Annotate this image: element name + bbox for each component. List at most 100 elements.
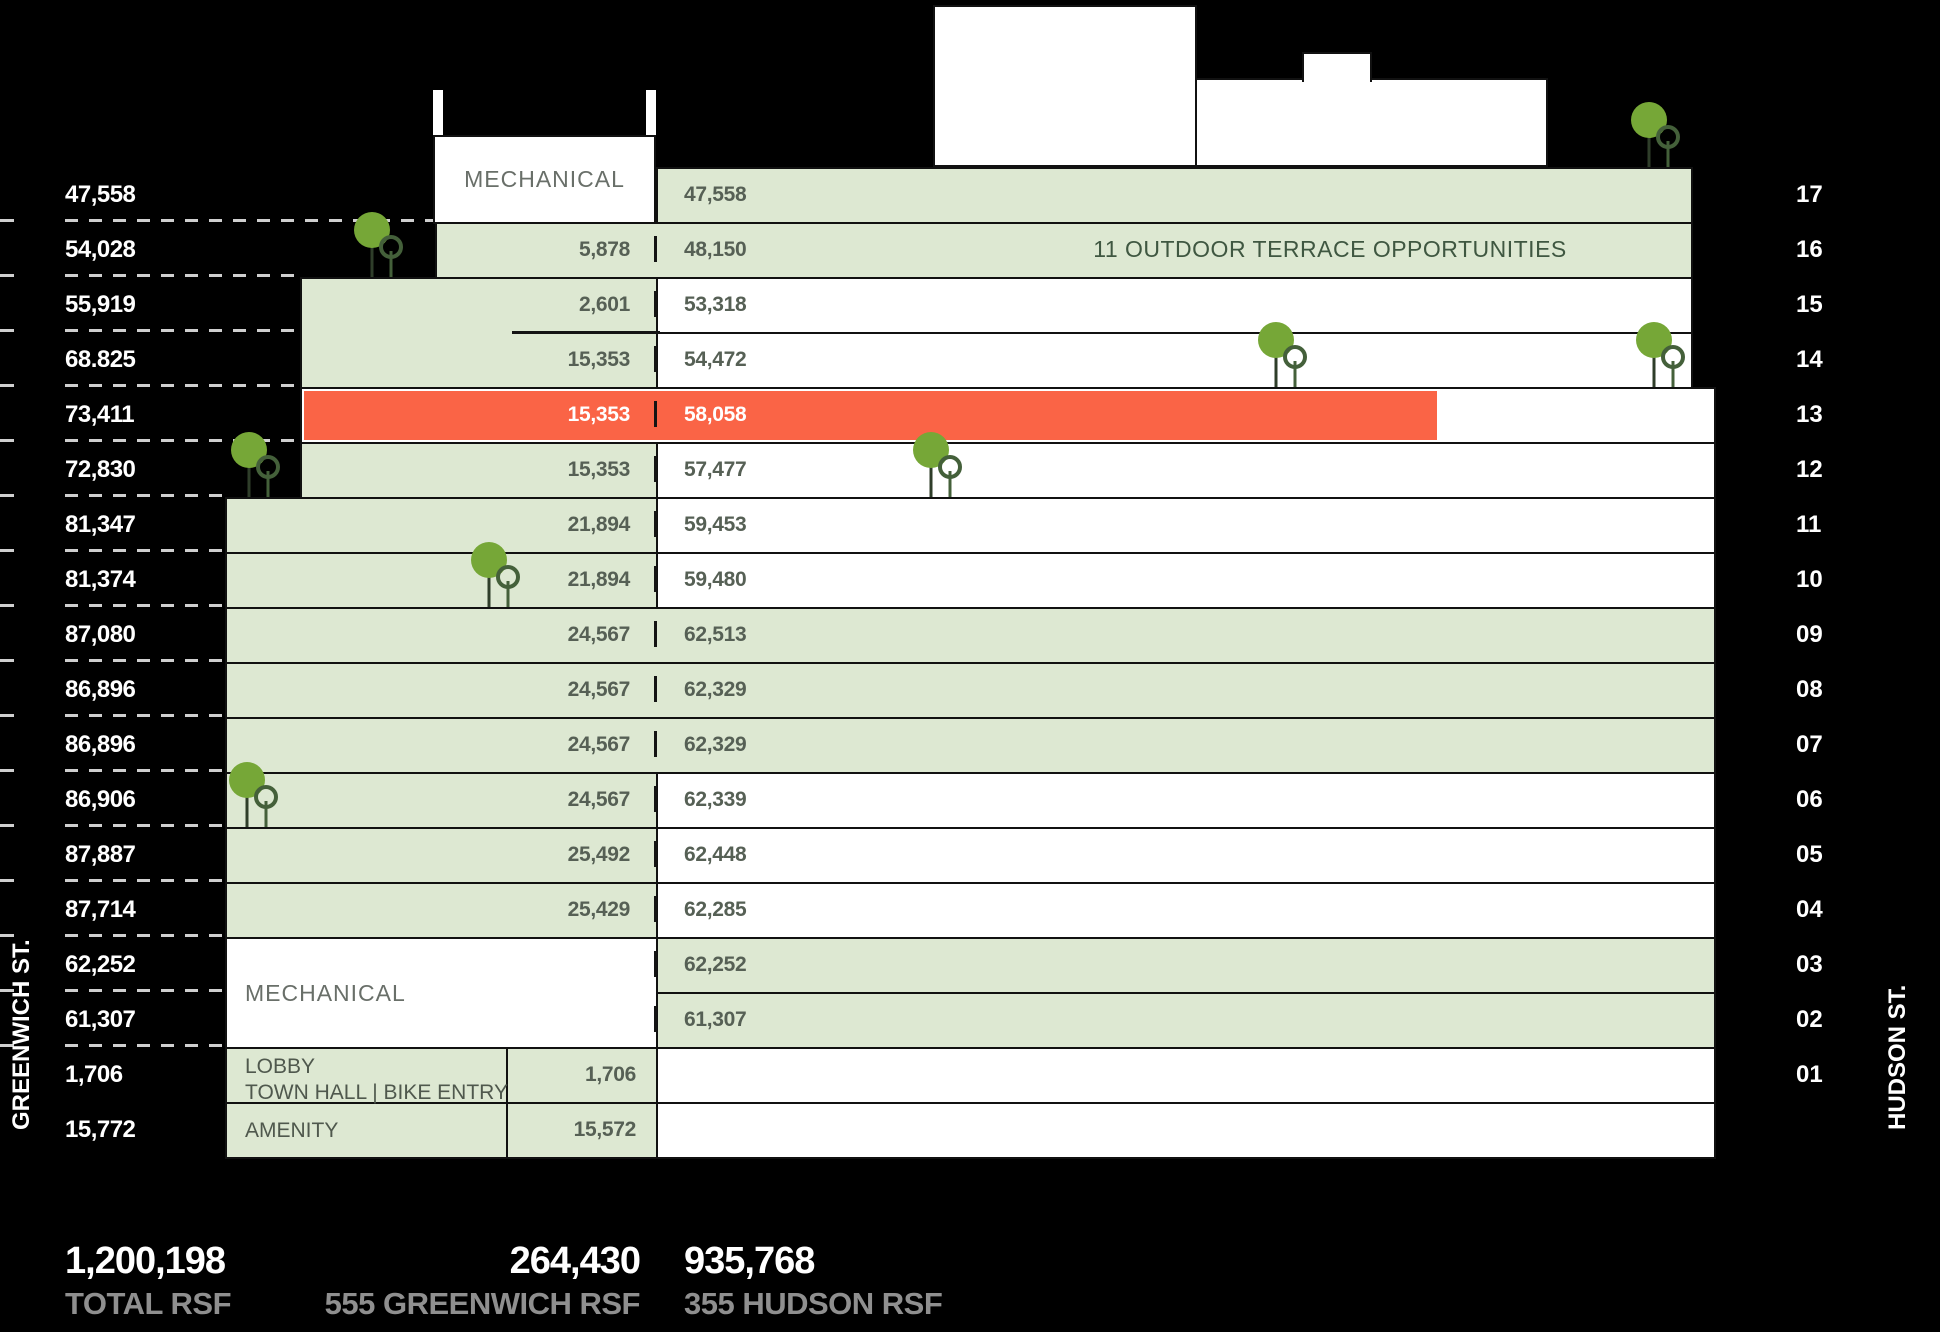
mechanical-low-box[interactable] [225,937,658,1049]
edge-tick [0,879,14,882]
floor-number: 02 [1796,1006,1823,1033]
floor-04-greenwich[interactable] [225,882,658,939]
floor-number: 06 [1796,786,1823,813]
floor-total: 1,706 [65,1061,123,1088]
hudson-rsf: 62,448 [684,843,747,866]
column-divider-tick [654,566,657,592]
column-divider-tick [654,511,657,537]
level-dash [65,274,300,277]
edge-tick [0,934,14,937]
floor-17-hudson[interactable] [656,167,1693,224]
floor-number: 12 [1796,456,1823,483]
floor-total: 72,830 [65,456,136,483]
level-dash [65,219,433,222]
floor-number: 15 [1796,291,1823,318]
tree-icon [1631,102,1680,167]
column-divider-tick [654,236,657,262]
floor-number: 08 [1796,676,1823,703]
greenwich-rsf: 25,492 [567,843,631,866]
tree-icon [231,432,280,497]
floor-13-highlight [304,391,1437,440]
greenwich-parapet-right [646,90,656,137]
column-divider-tick [654,621,657,647]
floor-number: 01 [1796,1061,1823,1088]
floor-12-hudson[interactable] [656,442,1716,499]
level-dash [65,384,300,387]
greenwich-rsf: 21,894 [567,513,631,536]
column-divider-tick [654,896,657,922]
floor-number: 05 [1796,841,1823,868]
floor-total: 15,772 [65,1116,136,1143]
tree-icon [1258,322,1307,387]
amenity-hudson[interactable] [656,1102,1716,1159]
hudson-roof-step [1302,52,1372,82]
floor-10-greenwich[interactable] [225,552,658,609]
greenwich-rsf: 21,894 [567,568,631,591]
floor-06-greenwich[interactable] [225,772,658,829]
hudson-rsf: 48,150 [684,238,747,261]
floor-number: 03 [1796,951,1823,978]
lobby-line2: TOWN HALL | BIKE ENTRY [245,1081,508,1104]
lobby-line1: LOBBY [245,1055,316,1078]
floor-total: 47,558 [65,181,136,208]
level-dash [65,494,225,497]
floor-05-greenwich[interactable] [225,827,658,884]
floor-total: 81,374 [65,566,136,593]
hudson-rsf-value: 935,768 [684,1240,815,1282]
greenwich-rsf: 24,567 [567,733,631,756]
edge-tick [0,989,14,992]
floor-01-hudson[interactable] [656,1047,1716,1104]
tree-icon [913,432,962,497]
floor-total: 55,919 [65,291,136,318]
column-divider-tick [654,456,657,482]
greenwich-rsf: 25,429 [567,898,631,921]
floor-09[interactable] [225,607,1716,664]
floor-08[interactable] [225,662,1716,719]
lobby-value: 1,706 [584,1063,636,1086]
hudson-rsf: 62,513 [684,623,747,646]
floor-05-hudson[interactable] [656,827,1716,884]
edge-tick [0,769,14,772]
hudson-rsf-highlight: 58,058 [684,403,747,426]
floor-number: 16 [1796,236,1823,263]
floor-03-hudson[interactable] [656,937,1716,994]
greenwich-rsf: 24,567 [567,788,631,811]
greenwich-rsf: 15,353 [567,458,631,481]
floor-total: 87,080 [65,621,136,648]
level-dash [65,604,225,607]
floor-total: 81,347 [65,511,136,538]
edge-tick [0,824,14,827]
level-dash [65,1044,225,1047]
edge-tick [0,549,14,552]
floor-number: 11 [1796,511,1822,538]
hudson-rsf: 62,285 [684,898,747,921]
edge-tick [0,219,14,222]
floor-number: 13 [1796,401,1823,428]
floor-01-lobby-box[interactable] [225,1047,508,1104]
hudson-street-label: HUDSON ST. [1884,984,1911,1130]
amenity-box[interactable] [225,1102,508,1159]
level-dash [65,879,225,882]
floor-number: 04 [1796,896,1823,923]
mechanical-top-label: MECHANICAL [464,166,625,192]
total-rsf-label: TOTAL RSF [65,1286,232,1321]
edge-tick [0,274,14,277]
total-rsf-block: 1,200,198 TOTAL RSF [65,1242,232,1321]
column-divider-tick [654,346,657,372]
column-divider-tick [654,786,657,812]
floor-total: 54,028 [65,236,136,263]
level-dash [65,659,225,662]
floor-02-hudson[interactable] [656,992,1716,1049]
greenwich-rsf: 5,878 [578,238,630,261]
amenity-value-cell[interactable] [506,1102,658,1159]
hudson-rsf-block: 935,768 355 HUDSON RSF [684,1240,943,1319]
edge-tick [0,714,14,717]
level-dash [65,769,225,772]
tree-icon [229,762,278,827]
edge-tick [0,329,14,332]
edge-tick [0,384,14,387]
greenwich-rsf-highlight: 15,353 [567,403,631,426]
level-dash [65,824,225,827]
hudson-rsf: 62,339 [684,788,747,811]
